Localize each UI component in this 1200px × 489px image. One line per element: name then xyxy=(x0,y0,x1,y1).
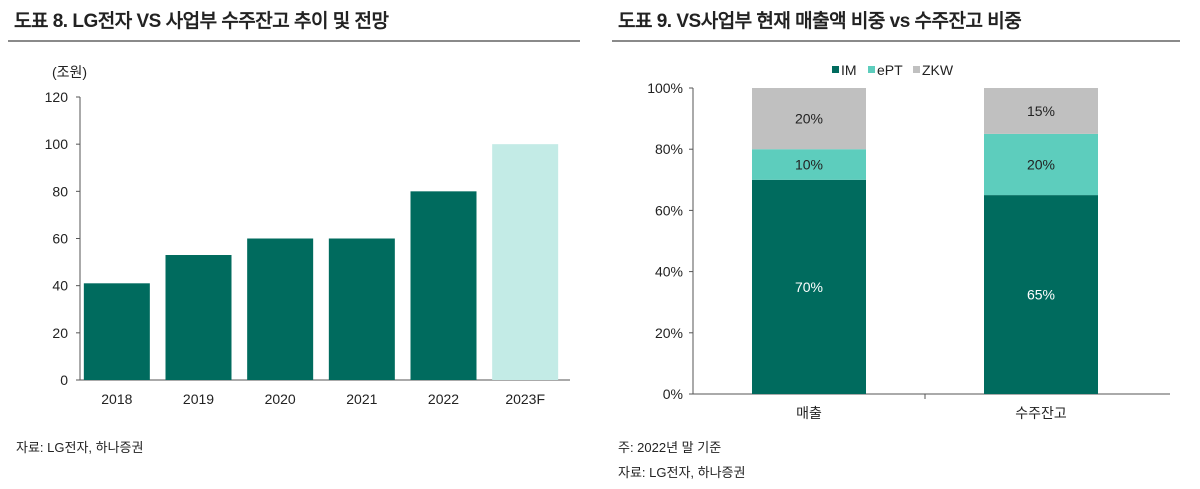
right-y-tick-label: 40% xyxy=(655,264,683,280)
right-bar-IM-매출 xyxy=(752,179,866,394)
left-y-tick-label: 80 xyxy=(52,183,68,199)
right-data-label: 70% xyxy=(795,279,823,295)
left-bar-2021 xyxy=(328,238,395,380)
right-data-label: 20% xyxy=(795,111,823,127)
right-note: 주: 2022년 말 기준 xyxy=(618,440,722,455)
left-y-tick-label: 100 xyxy=(45,136,69,152)
legend-label-ePT: ePT xyxy=(877,62,903,78)
right-bar-IM-수주잔고 xyxy=(984,195,1098,394)
right-title-divider xyxy=(612,40,1180,42)
right-x-tick-label: 매출 xyxy=(796,405,822,421)
left-x-tick-label: 2019 xyxy=(183,391,214,407)
left-y-tick-label: 40 xyxy=(52,278,68,294)
left-y-tick-label: 20 xyxy=(52,325,68,341)
legend-swatch-ePT xyxy=(868,66,875,73)
right-y-tick-label: 80% xyxy=(655,141,683,157)
right-bar-ePT-매출 xyxy=(752,149,866,180)
left-bar-2023F xyxy=(492,144,559,380)
right-data-label: 15% xyxy=(1027,103,1055,119)
legend-label-IM: IM xyxy=(841,62,857,78)
legend-swatch-IM xyxy=(832,66,839,73)
left-x-tick-label: 2021 xyxy=(346,391,377,407)
left-bar-2022 xyxy=(410,191,477,380)
left-y-tick-label: 60 xyxy=(52,231,68,247)
left-title-divider xyxy=(8,40,580,42)
right-source: 자료: LG전자, 하나증권 xyxy=(618,465,746,480)
right-chart-title: 도표 9. VS사업부 현재 매출액 비중 vs 수주잔고 비중 xyxy=(618,11,1022,32)
right-data-label: 20% xyxy=(1027,157,1055,173)
left-bar-2020 xyxy=(247,238,314,380)
right-y-tick-label: 0% xyxy=(663,386,683,402)
right-y-tick-label: 20% xyxy=(655,325,683,341)
left-source: 자료: LG전자, 하나증권 xyxy=(16,440,144,455)
right-bar-ZKW-수주잔고 xyxy=(984,88,1098,134)
left-x-tick-label: 2023F xyxy=(505,391,545,407)
legend-label-ZKW: ZKW xyxy=(922,62,954,78)
left-x-tick-label: 2022 xyxy=(428,391,459,407)
right-bar-ePT-수주잔고 xyxy=(984,133,1098,196)
right-bar-ZKW-매출 xyxy=(752,88,866,150)
right-data-label: 10% xyxy=(795,157,823,173)
left-y-tick-label: 0 xyxy=(60,372,68,388)
left-y-tick-label: 120 xyxy=(45,89,69,105)
left-x-tick-label: 2018 xyxy=(101,391,132,407)
left-y-unit-label: (조원) xyxy=(52,64,87,80)
left-bar-2018 xyxy=(83,283,150,380)
legend-swatch-ZKW xyxy=(913,66,920,73)
right-x-tick-label: 수주잔고 xyxy=(1015,405,1067,421)
right-y-tick-label: 100% xyxy=(647,80,683,96)
right-y-tick-label: 60% xyxy=(655,202,683,218)
right-data-label: 65% xyxy=(1027,287,1055,303)
left-chart-title: 도표 8. LG전자 VS 사업부 수주잔고 추이 및 전망 xyxy=(14,11,389,32)
left-x-tick-label: 2020 xyxy=(265,391,296,407)
left-bar-2019 xyxy=(165,255,232,380)
